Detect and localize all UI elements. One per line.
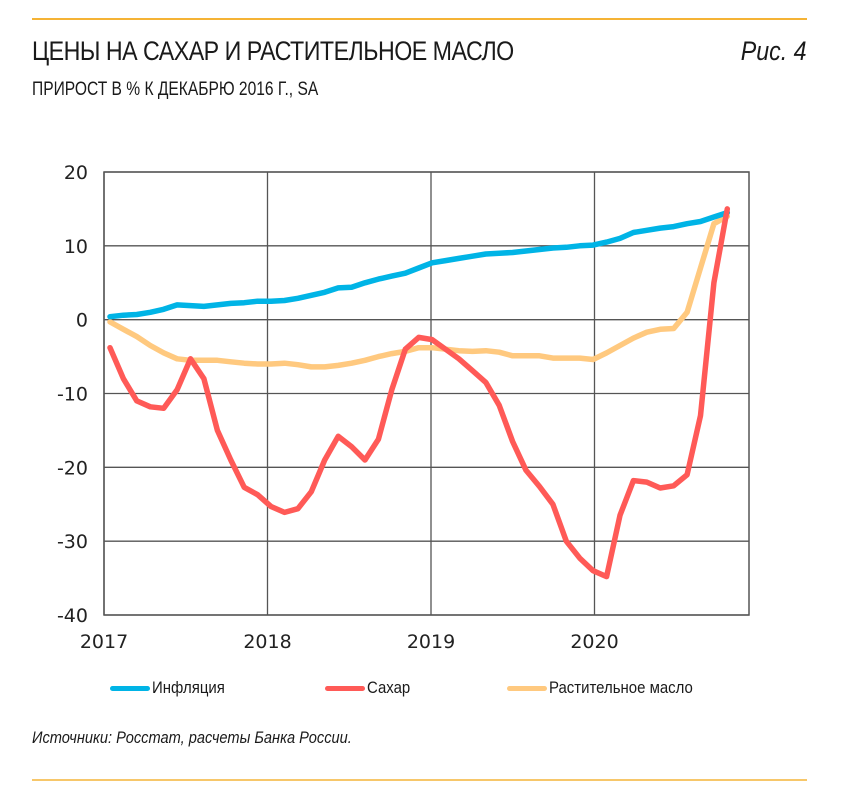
series-lines xyxy=(107,206,731,580)
legend-swatch-oil xyxy=(507,685,547,691)
x-tick-label: 2018 xyxy=(243,631,291,653)
legend-item-inflation: Инфляция xyxy=(110,678,235,698)
chart-subtitle: ПРИРОСТ В % К ДЕКАБРЮ 2016 Г., SA xyxy=(32,79,319,100)
legend-label-oil: Растительное масло xyxy=(549,678,693,697)
y-tick-label: -10 xyxy=(57,384,88,406)
figure-label: Рис. 4 xyxy=(741,36,807,66)
series-line-oil xyxy=(107,213,731,370)
bottom-accent-rule xyxy=(32,779,807,781)
plot-frame xyxy=(103,171,750,616)
legend-label-inflation: Инфляция xyxy=(152,678,225,697)
top-accent-rule xyxy=(32,18,807,20)
x-tick-label: 2020 xyxy=(570,631,618,653)
legend-swatch-inflation xyxy=(110,685,150,691)
legend-item-oil: Растительное масло xyxy=(507,678,713,698)
y-tick-label: 0 xyxy=(76,310,88,332)
legend-swatch-sugar xyxy=(325,685,365,691)
series-line-inflation xyxy=(107,209,731,320)
line-chart: 20 10 0 -10 -20 -30 -40 2017 2018 2019 2020 xyxy=(57,162,750,653)
legend-label-sugar: Сахар xyxy=(367,678,411,697)
y-tick-label: -30 xyxy=(57,531,88,553)
x-axis-ticks: 2017 2018 2019 2020 xyxy=(80,631,619,653)
source-note: Источники: Росстат, расчеты Банка России… xyxy=(32,728,352,747)
x-tick-label: 2017 xyxy=(80,631,128,653)
x-tick-label: 2019 xyxy=(407,631,455,653)
legend-item-sugar: Сахар xyxy=(325,678,416,698)
y-axis-ticks: 20 10 0 -10 -20 -30 -40 xyxy=(57,162,88,627)
chart-title: ЦЕНЫ НА САХАР И РАСТИТЕЛЬНОЕ МАСЛО xyxy=(32,36,514,66)
y-tick-label: 20 xyxy=(64,162,88,184)
grid xyxy=(103,171,749,616)
y-tick-label: -40 xyxy=(57,605,88,627)
y-tick-label: -20 xyxy=(57,457,88,479)
y-tick-label: 10 xyxy=(64,236,88,258)
series-line-sugar xyxy=(107,206,731,580)
legend: Инфляция Сахар Растительное масло xyxy=(0,678,847,702)
